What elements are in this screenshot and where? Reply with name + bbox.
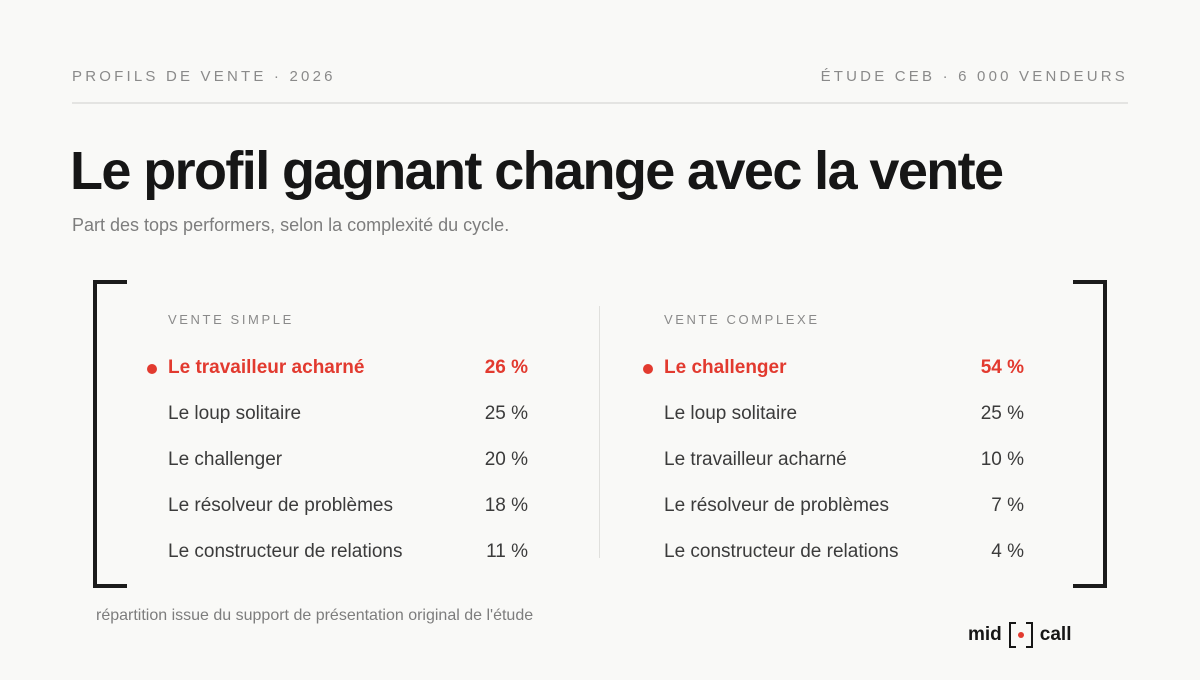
column-vente-complexe: VENTE COMPLEXE Le challenger 54 % Le lou… xyxy=(643,312,1024,587)
footnote: répartition issue du support de présenta… xyxy=(96,607,534,624)
profile-percentage: 26 % xyxy=(484,357,528,378)
page-subtitle: Part des tops performers, selon la compl… xyxy=(72,215,510,235)
logo-bracket-icon xyxy=(1008,622,1033,648)
profile-row: Le loup solitaire 25 % xyxy=(664,403,1024,449)
profile-label: Le résolveur de problèmes xyxy=(664,495,889,516)
profile-label: Le travailleur acharné xyxy=(168,357,365,378)
profile-label: Le challenger xyxy=(664,357,787,378)
profile-row: Le constructeur de relations 11 % xyxy=(168,541,528,587)
column-heading: VENTE SIMPLE xyxy=(168,312,294,327)
left-bracket xyxy=(93,280,127,588)
profile-row: Le travailleur acharné 10 % xyxy=(664,449,1024,495)
highlight-dot-icon xyxy=(643,364,653,374)
logo-text-right: call xyxy=(1039,624,1072,645)
profile-row: Le résolveur de problèmes 7 % xyxy=(664,495,1024,541)
profile-label: Le constructeur de relations xyxy=(664,541,899,562)
profile-percentage: 25 % xyxy=(484,403,528,424)
profile-label: Le résolveur de problèmes xyxy=(168,495,393,516)
profile-row: Le challenger 20 % xyxy=(168,449,528,495)
profile-percentage: 10 % xyxy=(980,449,1024,470)
profile-row: Le loup solitaire 25 % xyxy=(168,403,528,449)
profile-percentage: 4 % xyxy=(991,541,1024,562)
profile-percentage: 25 % xyxy=(980,403,1024,424)
profile-row: Le challenger 54 % xyxy=(643,357,1024,403)
profile-row: Le travailleur acharné 26 % xyxy=(147,357,528,403)
profile-label: Le loup solitaire xyxy=(664,403,798,424)
profile-row: Le résolveur de problèmes 18 % xyxy=(168,495,528,541)
profile-row: Le constructeur de relations 4 % xyxy=(664,541,1024,587)
profile-percentage: 11 % xyxy=(486,541,528,562)
logo-text-left: mid xyxy=(968,624,1002,645)
profile-percentage: 18 % xyxy=(484,495,528,516)
profile-percentage: 20 % xyxy=(484,449,528,470)
profile-label: Le loup solitaire xyxy=(168,403,302,424)
profile-list: Le challenger 54 % Le loup solitaire 25 … xyxy=(643,357,1024,587)
column-divider xyxy=(599,306,600,558)
page-title: Le profil gagnant change avec la vente xyxy=(70,141,1004,201)
profile-label: Le constructeur de relations xyxy=(168,541,403,562)
highlight-dot-icon xyxy=(147,364,157,374)
header-bar: PROFILS DE VENTE · 2026 ÉTUDE CEB · 6 00… xyxy=(72,68,1128,85)
header-right-label: ÉTUDE CEB · 6 000 VENDEURS xyxy=(820,68,1128,85)
header-divider xyxy=(72,102,1128,104)
profile-list: Le travailleur acharné 26 % Le loup soli… xyxy=(147,357,528,587)
midcall-logo: mid call xyxy=(968,622,1071,648)
column-vente-simple: VENTE SIMPLE Le travailleur acharné 26 %… xyxy=(147,312,528,587)
profile-percentage: 7 % xyxy=(991,495,1024,516)
profile-percentage: 54 % xyxy=(980,357,1024,378)
profile-label: Le challenger xyxy=(168,449,283,470)
header-left-label: PROFILS DE VENTE · 2026 xyxy=(72,68,336,85)
right-bracket xyxy=(1073,280,1107,588)
column-heading: VENTE COMPLEXE xyxy=(664,312,820,327)
profile-label: Le travailleur acharné xyxy=(664,449,847,470)
